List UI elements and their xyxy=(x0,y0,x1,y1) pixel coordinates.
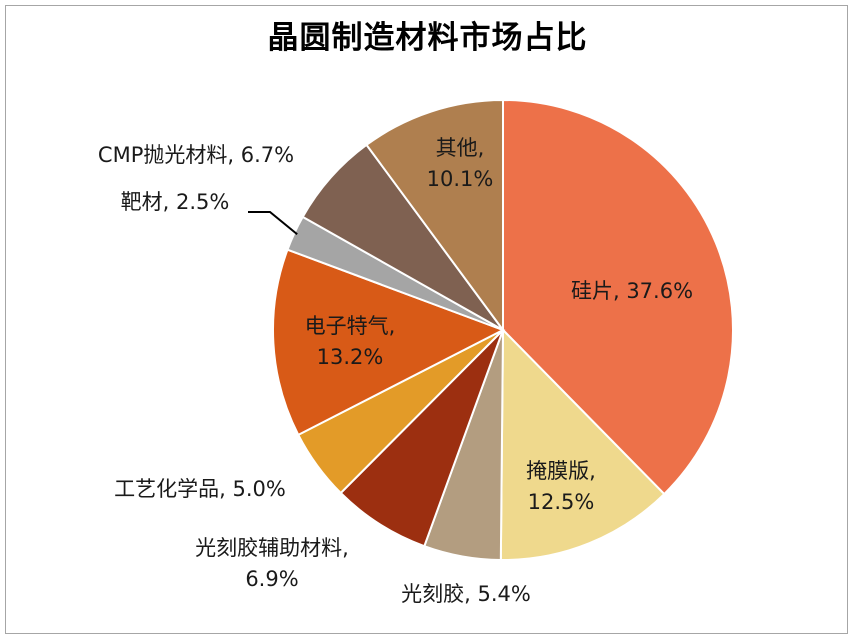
leader-line xyxy=(248,211,298,236)
slice-label: 光刻胶辅助材料, 6.9% xyxy=(195,536,349,591)
slice-label: 靶材, 2.5% xyxy=(121,190,230,214)
slice-label: 电子特气, 13.2% xyxy=(305,314,396,369)
chart-title: 晶圆制造材料市场占比 xyxy=(267,20,588,56)
slice-label: 光刻胶, 5.4% xyxy=(401,582,531,606)
slice-label: 工艺化学品, 5.0% xyxy=(114,477,286,501)
pie-slice xyxy=(272,248,506,437)
slice-label: 其他, 10.1% xyxy=(427,136,494,191)
pie-slice xyxy=(365,98,504,334)
slice-label: 硅片, 37.6% xyxy=(571,279,693,303)
slice-label: CMP抛光材料, 6.7% xyxy=(98,143,294,167)
slice-label: 掩膜版, 12.5% xyxy=(526,459,596,514)
pie-slice xyxy=(499,327,666,561)
pie-slice xyxy=(502,98,734,496)
